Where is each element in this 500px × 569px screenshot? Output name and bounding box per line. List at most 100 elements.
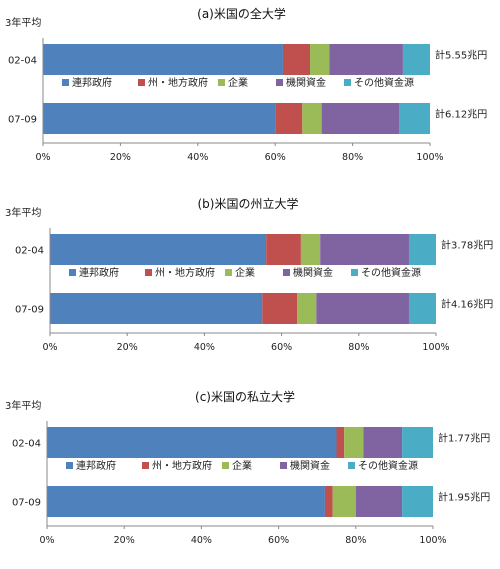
legend-label: 州・地方政府: [148, 76, 208, 89]
bar-segment: [316, 293, 409, 324]
period-label: 3年平均: [5, 16, 41, 29]
bar-segment: [266, 234, 301, 265]
bar-segment: [43, 103, 276, 134]
category-label: 07-09: [8, 115, 37, 126]
x-tick-label: 0%: [35, 152, 50, 163]
bar-segment: [47, 486, 325, 517]
legend-swatch: [66, 462, 73, 469]
x-tick-label: 60%: [271, 342, 292, 353]
x-tick-label: 20%: [110, 152, 131, 163]
bar-segment: [302, 103, 322, 134]
bar-segment: [300, 234, 321, 265]
legend-swatch: [62, 79, 69, 86]
legend-swatch: [142, 462, 149, 469]
legend-swatch: [145, 269, 152, 276]
chart-panel-private: (c)米国の私立大学 3年平均 02-04 計1.77兆円 07-09 計1.95兆円 連邦…: [5, 389, 490, 546]
x-tick-label: 20%: [117, 342, 138, 353]
bar-segment: [402, 44, 430, 75]
legend-label: 州・地方政府: [155, 266, 215, 279]
bar-segment: [262, 293, 298, 324]
total-label: 計6.12兆円: [435, 108, 487, 121]
bar-segment: [50, 293, 263, 324]
x-tick-label: 40%: [194, 342, 215, 353]
bar-segment: [336, 427, 345, 458]
legend-swatch: [351, 269, 358, 276]
total-label: 計1.95兆円: [438, 491, 490, 504]
legend-swatch: [222, 462, 229, 469]
category-label: 02-04: [15, 246, 44, 257]
legend-swatch: [280, 462, 287, 469]
x-tick-label: 40%: [191, 535, 212, 546]
legend-label: 州・地方政府: [152, 459, 212, 472]
period-label: 3年平均: [5, 206, 41, 219]
bar-segment: [47, 427, 337, 458]
x-tick-label: 100%: [416, 152, 443, 163]
legend-label: その他資金源: [358, 459, 418, 472]
legend-label: その他資金源: [354, 76, 414, 89]
bar-segment: [402, 427, 433, 458]
total-label: 計4.16兆円: [441, 298, 493, 311]
legend-label: 連邦政府: [79, 266, 119, 279]
x-tick-label: 60%: [265, 152, 286, 163]
legend-swatch: [69, 269, 76, 276]
legend-swatch: [283, 269, 290, 276]
legend-label: 機関資金: [290, 459, 330, 472]
bar-segment: [282, 44, 311, 75]
bar-segment: [408, 293, 436, 324]
legend-swatch: [344, 79, 351, 86]
legend-swatch: [225, 269, 232, 276]
x-tick-label: 100%: [419, 535, 446, 546]
x-tick-label: 0%: [39, 535, 54, 546]
bar-segment: [275, 103, 303, 134]
legend-swatch: [348, 462, 355, 469]
x-tick-label: 80%: [345, 535, 366, 546]
x-tick-label: 0%: [42, 342, 57, 353]
legend-swatch: [218, 79, 225, 86]
bar-segment: [297, 293, 317, 324]
legend-label: 機関資金: [286, 76, 326, 89]
bar-segment: [321, 103, 400, 134]
chart-panel-state: (b)米国の州立大学 3年平均 02-04 計3.78兆円 07-09 計4.16兆円 連邦…: [5, 196, 493, 353]
chart-panel-all: (a)米国の全大学 3年平均 02-04 計5.55兆円 07-09 計6.12兆円 連邦政…: [5, 6, 487, 163]
period-label: 3年平均: [5, 399, 41, 412]
legend-label: 企業: [232, 459, 252, 472]
bar-segment: [320, 234, 409, 265]
legend-label: 連邦政府: [76, 459, 116, 472]
chart-title: (a)米国の全大学: [197, 6, 286, 21]
legend-swatch: [138, 79, 145, 86]
category-label: 02-04: [8, 56, 37, 67]
legend-swatch: [276, 79, 283, 86]
chart-title: (c)米国の私立大学: [195, 389, 295, 404]
bar-segment: [344, 427, 364, 458]
bar-segment: [399, 103, 430, 134]
x-tick-label: 40%: [187, 152, 208, 163]
legend-label: 企業: [228, 76, 248, 89]
category-label: 07-09: [12, 498, 41, 509]
legend-label: その他資金源: [361, 266, 421, 279]
x-tick-label: 80%: [342, 152, 363, 163]
x-tick-label: 100%: [422, 342, 449, 353]
legend-label: 連邦政府: [72, 76, 112, 89]
x-tick-label: 80%: [348, 342, 369, 353]
bar-segment: [50, 234, 267, 265]
x-tick-label: 60%: [268, 535, 289, 546]
bar-segment: [43, 44, 283, 75]
total-label: 計1.77兆円: [438, 432, 490, 445]
bar-segment: [402, 486, 433, 517]
bar-segment: [329, 44, 403, 75]
bar-segment: [310, 44, 330, 75]
chart-title: (b)米国の州立大学: [198, 196, 299, 211]
legend-label: 機関資金: [293, 266, 333, 279]
legend-label: 企業: [235, 266, 255, 279]
bar-segment: [363, 427, 403, 458]
category-label: 07-09: [15, 305, 44, 316]
category-label: 02-04: [12, 439, 41, 450]
bar-segment: [332, 486, 356, 517]
x-tick-label: 20%: [114, 535, 135, 546]
bar-segment: [324, 486, 333, 517]
total-label: 計3.78兆円: [441, 239, 493, 252]
bar-segment: [355, 486, 403, 517]
total-label: 計5.55兆円: [435, 49, 487, 62]
bar-segment: [408, 234, 436, 265]
